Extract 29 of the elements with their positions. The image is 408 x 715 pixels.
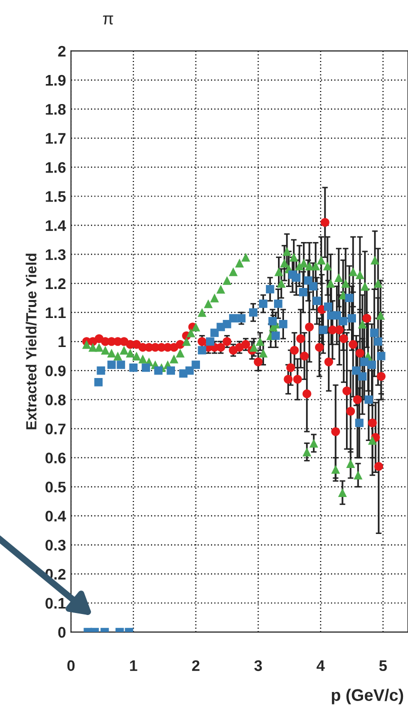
chart-title: π	[103, 16, 114, 24]
x-tick-label: 2	[192, 660, 200, 671]
y-axis-title: Extracted Yield/True Yield	[26, 254, 37, 430]
x-tick-label: 0	[67, 660, 75, 672]
y-tick-label: 0.5	[46, 482, 66, 492]
y-tick-label: 0	[58, 626, 66, 638]
x-axis-title: p (GeV/c)	[332, 688, 404, 704]
y-tick-label: 0.6	[46, 452, 66, 464]
y-tick-label: 1.9	[46, 74, 66, 86]
y-tick-label: 0.4	[46, 510, 66, 522]
x-tick-label: 1	[130, 660, 138, 671]
y-tick-label: 1.7	[46, 133, 66, 144]
x-tick-label: 4	[316, 660, 325, 671]
y-tick-label: 1.2	[46, 278, 66, 289]
y-tick-label: 1.1	[46, 307, 66, 318]
y-tick-label: 1.3	[46, 249, 66, 260]
y-tick-label: 0.7	[46, 424, 66, 434]
y-tick-label: 0.1	[46, 598, 66, 609]
y-tick-label: 1.6	[46, 162, 66, 173]
x-tick-label: 3	[254, 660, 262, 672]
y-tick-label: 1.4	[46, 220, 66, 231]
y-tick-label: 1	[58, 336, 66, 348]
x-tick-label: 5	[379, 660, 387, 672]
y-tick-label: 0.8	[46, 394, 66, 406]
y-tick-label: 0.3	[46, 540, 66, 551]
y-tick-label: 2	[58, 46, 66, 57]
y-tick-label: 1.5	[46, 191, 66, 202]
y-tick-label: 1.8	[46, 104, 66, 115]
y-tick-label: 0.9	[46, 365, 66, 376]
